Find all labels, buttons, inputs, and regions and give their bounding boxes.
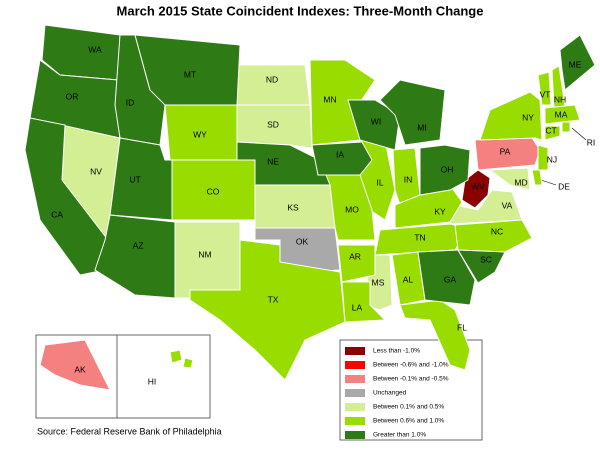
state <box>537 71 552 106</box>
state-label: ID <box>126 97 135 107</box>
state <box>169 349 194 369</box>
state-label: MS <box>372 277 385 287</box>
legend-swatch <box>345 375 365 383</box>
ri-leader <box>571 127 587 141</box>
state <box>39 339 111 391</box>
state-label: OR <box>66 91 79 101</box>
state-label: RI <box>587 137 596 147</box>
state-label: MO <box>345 204 359 214</box>
state <box>174 221 241 299</box>
state-label: NJ <box>547 154 557 164</box>
state-label: KS <box>287 202 299 212</box>
legend-label: Between -0.1% and -0.5% <box>373 376 449 383</box>
state-label: NM <box>198 249 211 259</box>
state-label: AR <box>349 251 361 261</box>
state <box>311 141 373 176</box>
state-label: ME <box>569 59 582 69</box>
state-label: MT <box>184 69 196 79</box>
state <box>419 144 471 196</box>
state-label: AZ <box>133 240 144 250</box>
legend-swatch <box>345 403 365 411</box>
legend-label: Greater than 1.0% <box>373 432 426 439</box>
state <box>189 239 346 381</box>
legend-swatch <box>345 389 365 397</box>
state-label: CT <box>545 125 556 135</box>
state <box>236 64 311 106</box>
state-label: NV <box>90 166 102 176</box>
state <box>236 141 331 186</box>
state-label: WI <box>371 116 381 126</box>
state-label: MD <box>514 177 527 187</box>
state-label: KY <box>434 206 446 216</box>
state <box>94 214 176 299</box>
state <box>109 137 173 221</box>
state-label: MA <box>555 109 568 119</box>
state <box>457 249 506 284</box>
state <box>347 99 401 151</box>
state <box>379 79 446 146</box>
legend-swatch <box>345 361 365 369</box>
state <box>488 167 531 191</box>
state-label: OK <box>296 236 309 246</box>
state-label: SD <box>267 119 279 129</box>
legend-label: Unchanged <box>373 390 407 397</box>
state-label: IN <box>404 174 413 184</box>
state <box>479 91 543 141</box>
state-label: WV <box>471 181 485 191</box>
state-label: DE <box>558 181 570 191</box>
state-label: SC <box>480 254 492 264</box>
state-label: VT <box>540 89 551 99</box>
legend-label: Between -0.6% and -1.0% <box>373 362 449 369</box>
state-label: ND <box>266 74 278 84</box>
legend-swatch <box>345 347 365 355</box>
state-label: PA <box>500 146 511 156</box>
state-label: NC <box>491 226 503 236</box>
inset-frame <box>35 334 211 419</box>
state-label: OH <box>441 164 454 174</box>
state-label: VA <box>502 200 513 210</box>
state <box>559 34 596 91</box>
state-label: MI <box>417 122 426 132</box>
state <box>134 34 241 106</box>
legend-label: Less than -1.0% <box>373 348 420 355</box>
legend-swatch <box>345 431 365 439</box>
state-label: NH <box>554 94 566 104</box>
state-label: LA <box>352 302 363 312</box>
state <box>561 121 571 133</box>
state-label: WA <box>88 44 102 54</box>
state <box>531 169 543 186</box>
state-label: CA <box>51 209 63 219</box>
state-label: IL <box>376 177 383 187</box>
state-label: TN <box>414 232 425 242</box>
state <box>454 219 533 253</box>
state-label: IA <box>336 149 344 159</box>
source-note: Source: Federal Reserve Bank of Philadel… <box>37 426 222 436</box>
state-label: NY <box>522 112 534 122</box>
state <box>417 249 476 306</box>
state-label: HI <box>148 376 157 386</box>
state-label: NE <box>267 156 279 166</box>
state <box>337 244 376 283</box>
state <box>316 174 376 241</box>
de-leader <box>540 179 557 186</box>
state <box>544 125 561 141</box>
legend-label: Between 0.1% and 0.5% <box>373 404 444 411</box>
state-label: MN <box>323 94 336 104</box>
state-label: TX <box>268 294 279 304</box>
state <box>544 104 581 125</box>
map-title: March 2015 State Coincident Indexes: Thr… <box>117 3 484 18</box>
state-label: AL <box>403 274 414 284</box>
legend-swatch <box>345 417 365 425</box>
state-label: UT <box>129 174 140 184</box>
state-label: WY <box>193 129 207 139</box>
state-label: FL <box>457 322 467 332</box>
state-label: AK <box>74 364 86 374</box>
legend-label: Between 0.6% and 1.0% <box>373 418 444 425</box>
state-label: CO <box>207 186 220 196</box>
state-label: GA <box>444 274 457 284</box>
state <box>537 144 549 171</box>
state <box>399 299 471 371</box>
